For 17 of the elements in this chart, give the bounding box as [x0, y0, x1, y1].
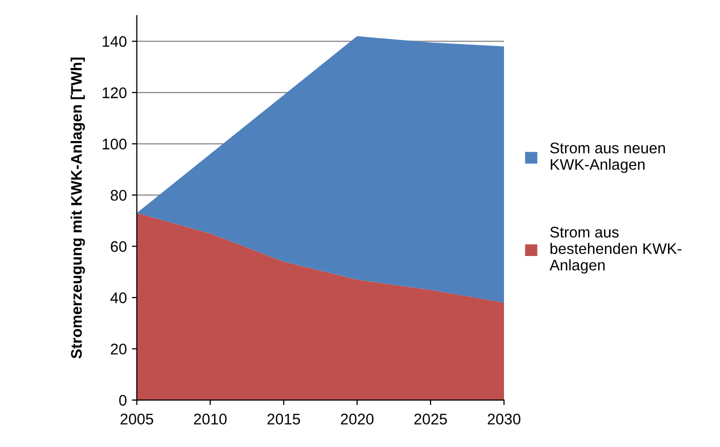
x-tick-label: 2015 [267, 414, 300, 424]
x-tick-label: 2005 [120, 414, 154, 424]
y-tick-label: 60 [110, 241, 126, 252]
legend-label: Strom aus neuen KWK-Anlagen [550, 142, 665, 173]
y-tick-label: 80 [110, 190, 126, 201]
y-tick-label: 20 [110, 344, 126, 354]
y-tick-label: 120 [102, 87, 126, 98]
y-tick-label: 0 [119, 394, 126, 406]
legend-label: Strom aus bestehenden KWK- Anlagen [550, 226, 682, 274]
x-tick-label: 2030 [488, 414, 520, 424]
y-tick-label: 140 [102, 36, 126, 47]
y-tick-label: 40 [110, 292, 126, 304]
x-tick-label: 2025 [414, 414, 447, 424]
y-tick-label: 100 [102, 138, 126, 150]
x-tick-label: 2020 [340, 414, 374, 424]
y-axis-title: Stromerzeugung mit KWK-Anlagen [TWh] [70, 58, 85, 358]
x-tick-label: 2010 [194, 414, 227, 424]
